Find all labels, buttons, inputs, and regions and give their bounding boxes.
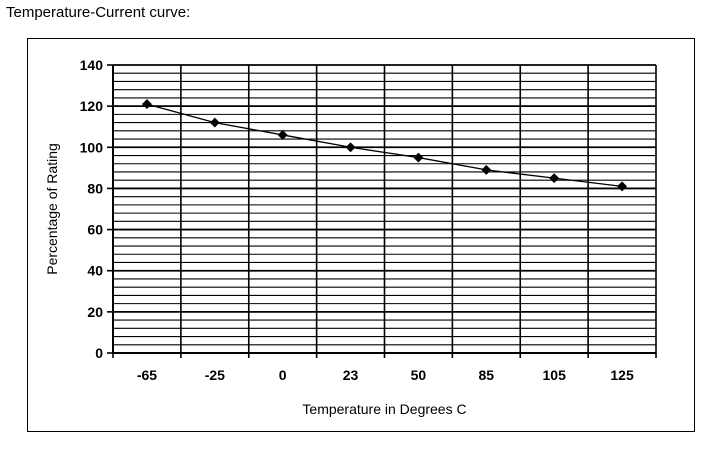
y-tick-label: 0 — [95, 345, 103, 361]
data-point — [481, 164, 492, 175]
data-point — [277, 129, 288, 140]
y-tick-label: 80 — [87, 180, 103, 196]
data-point — [413, 152, 424, 163]
y-tick-label: 140 — [80, 57, 104, 73]
x-tick-label: 23 — [343, 367, 359, 383]
y-tick-label: 60 — [87, 222, 103, 238]
x-tick-label: -65 — [137, 367, 157, 383]
x-tick-label: -25 — [205, 367, 225, 383]
x-tick-label: 50 — [411, 367, 427, 383]
data-point — [345, 142, 356, 153]
y-tick-label: 100 — [80, 139, 104, 155]
x-tick-label: 125 — [610, 367, 634, 383]
axes — [107, 64, 656, 354]
y-tick-labels: 0 20 40 60 80 100 120 140 — [80, 57, 104, 361]
y-tick-label: 120 — [80, 98, 104, 114]
y-axis-label: Percentage of Rating — [44, 143, 60, 275]
x-tick-label: 0 — [279, 367, 287, 383]
data-point — [209, 117, 220, 128]
data-point — [617, 181, 628, 192]
y-tick-label: 20 — [87, 304, 103, 320]
y-tick-label: 40 — [87, 263, 103, 279]
x-tick-label: 85 — [479, 367, 495, 383]
x-tick-label: 105 — [543, 367, 567, 383]
series-line-path — [146, 103, 623, 188]
data-point — [141, 99, 152, 110]
chart-frame — [27, 38, 695, 432]
page-heading: Temperature-Current curve: — [6, 4, 191, 21]
grid-lines — [112, 64, 657, 358]
data-points — [141, 99, 628, 192]
x-axis-label: Temperature in Degrees C — [302, 401, 466, 417]
series-line — [146, 103, 623, 188]
x-tick-labels: -65 -25 0 23 50 85 105 125 — [137, 367, 634, 383]
data-point — [549, 173, 560, 184]
